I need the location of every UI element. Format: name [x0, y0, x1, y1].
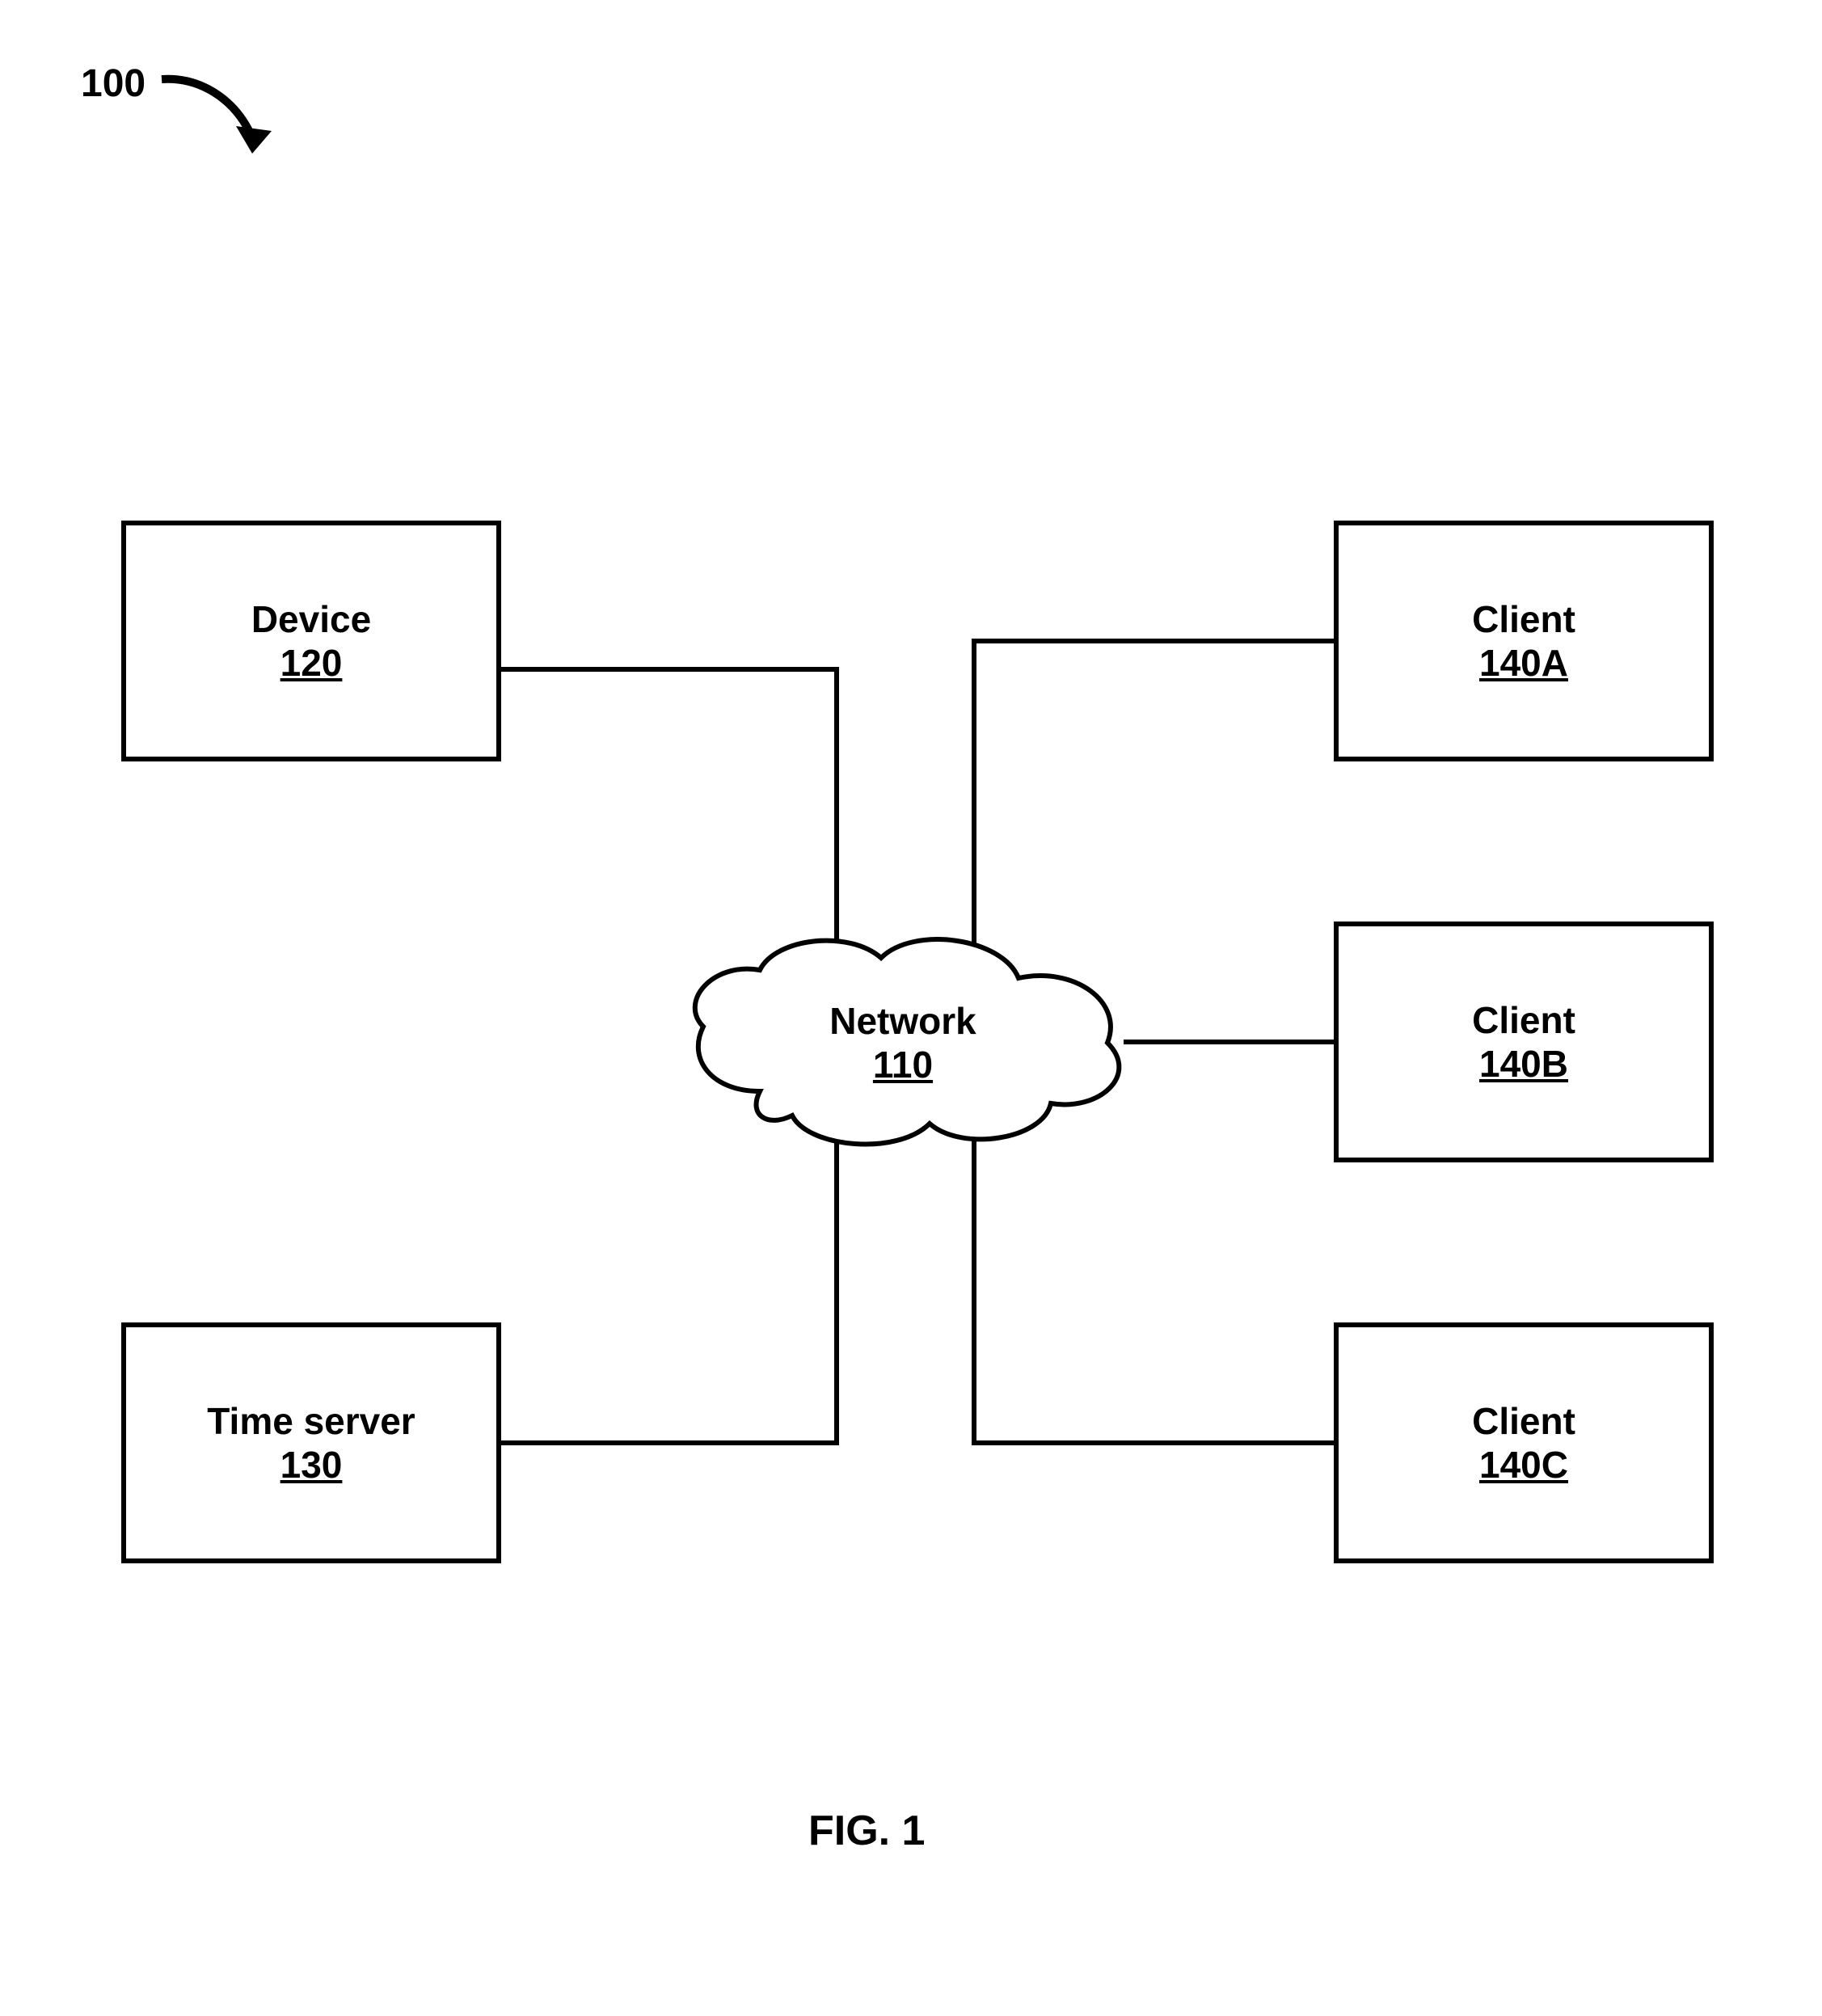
node-client-a: Client 140A [1334, 521, 1714, 761]
cloud-title: Network [829, 999, 976, 1043]
node-number: 140B [1479, 1042, 1568, 1086]
node-number: 130 [280, 1443, 343, 1487]
node-number: 140A [1479, 641, 1568, 685]
figure-ref-label: 100 [81, 61, 146, 106]
node-device: Device 120 [121, 521, 501, 761]
node-title: Client [1472, 1399, 1575, 1443]
node-title: Client [1472, 998, 1575, 1042]
figure-ref-arrow [0, 0, 323, 210]
figure-caption: FIG. 1 [808, 1807, 925, 1855]
node-title: Device [251, 597, 371, 641]
diagram-canvas: 100 Network 110 Device 120 Time server 1… [0, 0, 1822, 2016]
node-client-c: Client 140C [1334, 1322, 1714, 1563]
node-title: Client [1472, 597, 1575, 641]
cloud-number: 110 [873, 1043, 933, 1086]
network-cloud-label: Network 110 [826, 994, 980, 1091]
node-number: 120 [280, 641, 343, 685]
node-timeserver: Time server 130 [121, 1322, 501, 1563]
node-client-b: Client 140B [1334, 922, 1714, 1162]
node-title: Time server [207, 1399, 415, 1443]
node-number: 140C [1479, 1443, 1568, 1487]
